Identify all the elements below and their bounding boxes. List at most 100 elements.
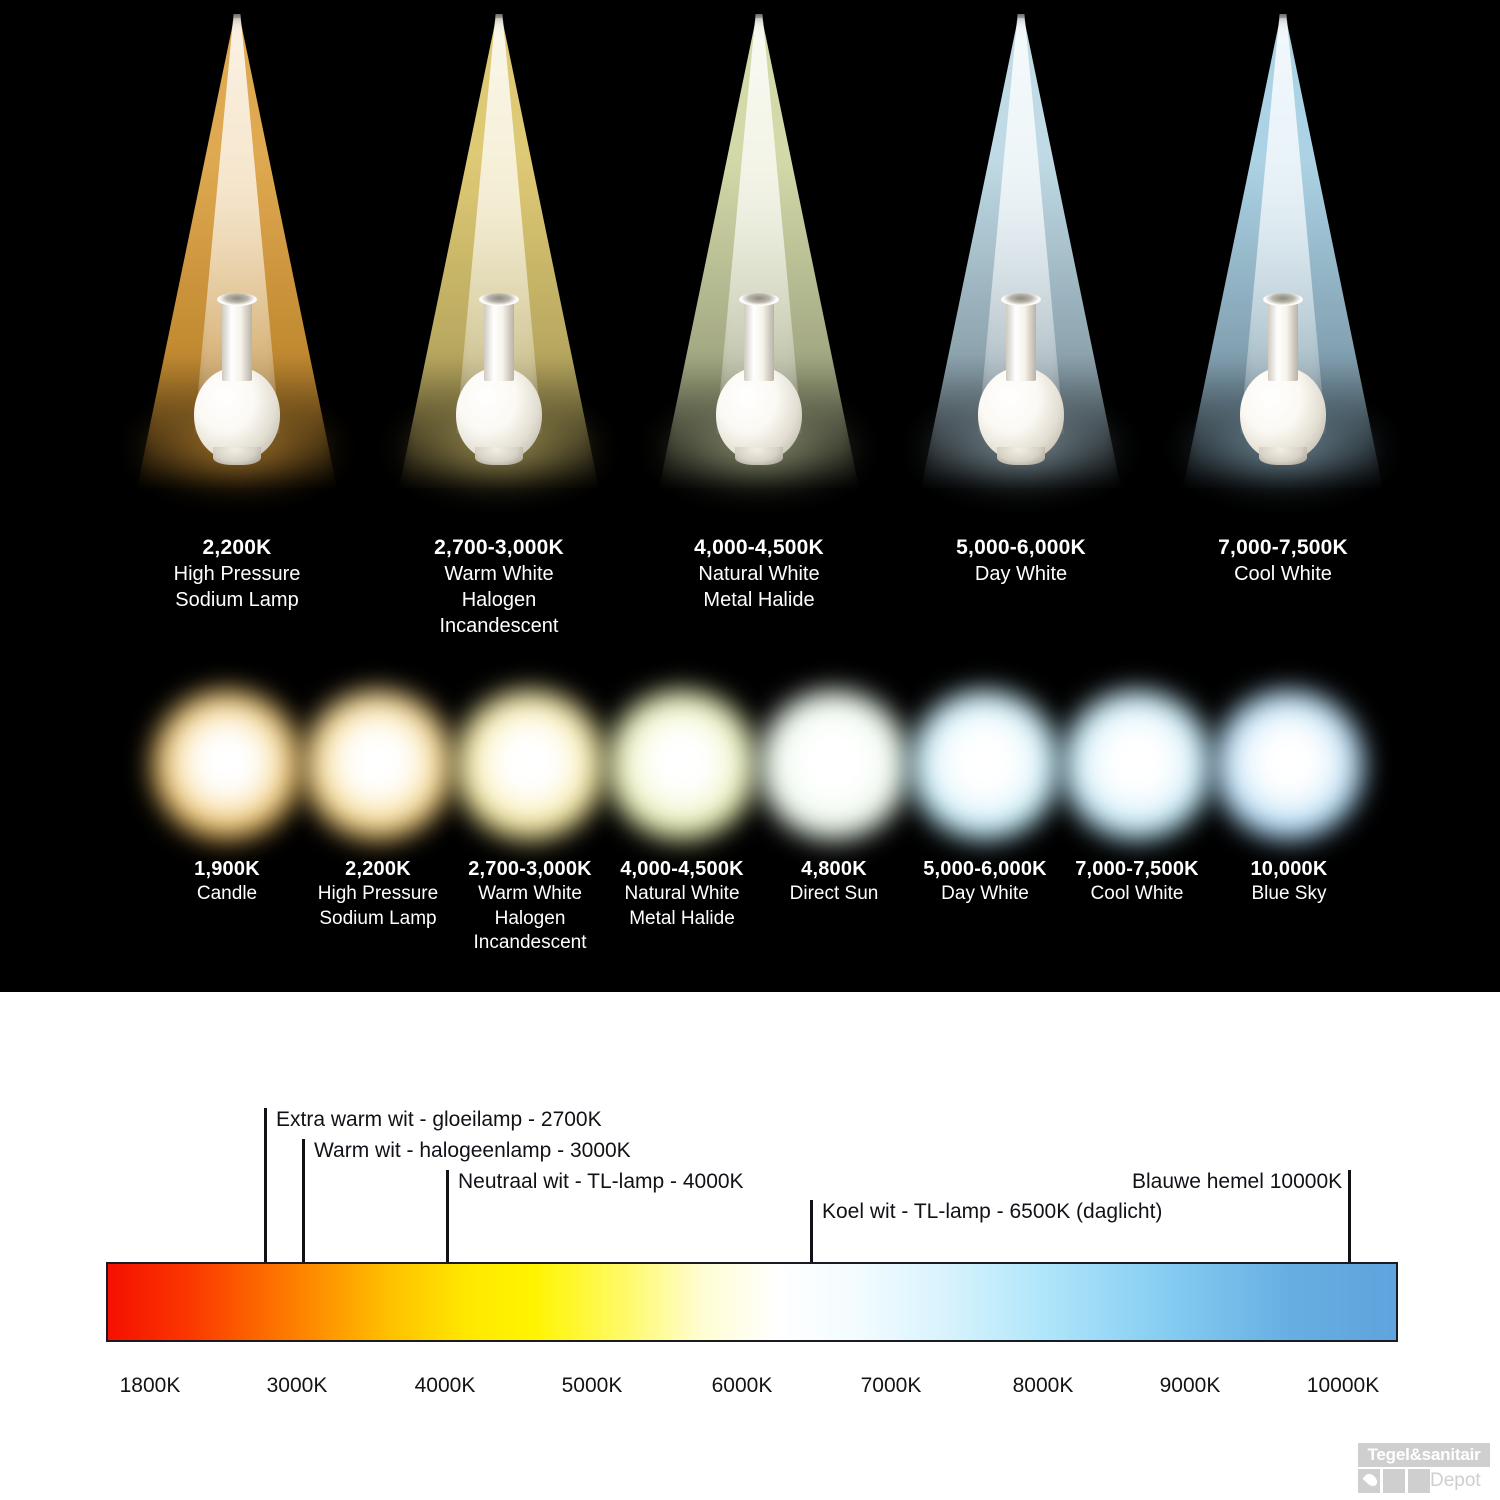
- glow-orb-cell: [587, 680, 777, 850]
- vase-lip: [479, 293, 519, 306]
- spotlight-scene: [1158, 0, 1408, 520]
- leader-line-6500k: [810, 1200, 813, 1262]
- scene-kelvin: 4,000-4,500K: [694, 536, 824, 559]
- vase-foot: [735, 447, 783, 465]
- scene-caption: 2,700-3,000K Warm White Halogen Incandes…: [374, 534, 624, 639]
- spotlight-scene: [374, 0, 624, 520]
- glow-orb: [455, 690, 605, 840]
- orb-desc-line: Cool White: [1090, 883, 1184, 904]
- glow-orb: [1062, 690, 1212, 840]
- vase-object: [454, 293, 544, 480]
- glow-orb: [1214, 690, 1364, 840]
- orb-kelvin: 2,700-3,000K: [468, 858, 592, 880]
- vase-neck: [1268, 295, 1298, 381]
- glow-orb: [152, 690, 302, 840]
- kelvin-scale-panel: Extra warm wit - gloeilamp - 2700K Warm …: [0, 992, 1500, 1500]
- axis-tick-label: 3000K: [266, 1374, 328, 1397]
- scene-desc-line: Warm White: [444, 563, 554, 586]
- vase-foot: [213, 447, 261, 465]
- scene-kelvin: 5,000-6,000K: [956, 536, 1086, 559]
- orb-desc-line: Warm White: [478, 883, 582, 904]
- vase-body: [716, 367, 802, 461]
- axis-tick-label: 6000K: [711, 1374, 773, 1397]
- orb-kelvin: 2,200K: [345, 858, 411, 880]
- axis-tick-label: 1800K: [119, 1374, 181, 1397]
- watermark-logo: Tegel&sanitair Depot: [1358, 1443, 1490, 1493]
- annotation-6500k: Koel wit - TL-lamp - 6500K (daglicht): [822, 1200, 1163, 1223]
- scene-desc-line: Incandescent: [439, 615, 559, 638]
- glow-orb-cell: [435, 680, 625, 850]
- vase-neck: [744, 295, 774, 381]
- orb-desc-line: High Pressure: [317, 883, 439, 904]
- orb-desc-line: Natural White: [624, 883, 740, 904]
- scene-caption: 7,000-7,500K Cool White: [1158, 534, 1408, 587]
- leader-line-3000k: [302, 1139, 305, 1262]
- vase-lip: [1263, 293, 1303, 306]
- scene-desc-line: Cool White: [1234, 563, 1332, 586]
- orb-desc-line: Sodium Lamp: [319, 907, 437, 929]
- scene-desc-line: Sodium Lamp: [175, 589, 299, 612]
- leader-line-4000k: [446, 1170, 449, 1262]
- orb-kelvin: 4,000-4,500K: [620, 858, 744, 880]
- axis-tick-label: 8000K: [1012, 1374, 1074, 1397]
- orb-desc-line: Day White: [941, 883, 1029, 904]
- spotlight-scene: [112, 0, 362, 520]
- spotlight-scene: [896, 0, 1146, 520]
- vase-lip: [1001, 293, 1041, 306]
- axis-tick-label: 10000K: [1306, 1374, 1380, 1397]
- orb-caption: 5,000-6,000K Day White: [890, 856, 1080, 907]
- vase-foot: [997, 447, 1045, 465]
- glow-orb-cell: [132, 680, 322, 850]
- vase-foot: [475, 447, 523, 465]
- orb-desc-line: Candle: [196, 883, 258, 904]
- glow-orb: [607, 690, 757, 840]
- orb-desc-line: Blue Sky: [1251, 883, 1327, 904]
- annotation-3000k: Warm wit - halogeenlamp - 3000K: [314, 1139, 631, 1162]
- orb-kelvin: 1,900K: [194, 858, 260, 880]
- scene-desc-line: Halogen: [461, 589, 537, 612]
- glow-orb-cell: [283, 680, 473, 850]
- glow-orb: [759, 690, 909, 840]
- scene-desc-line: Metal Halide: [703, 589, 815, 612]
- orb-desc-line: Halogen: [494, 907, 566, 929]
- vase-body: [1240, 367, 1326, 461]
- glow-orb-cell: [890, 680, 1080, 850]
- watermark-brand: Tegel&sanitair: [1358, 1443, 1490, 1467]
- leader-line-10000k: [1348, 1170, 1351, 1262]
- axis-tick-label: 9000K: [1159, 1374, 1221, 1397]
- vase-foot: [1259, 447, 1307, 465]
- orb-desc-line: Incandescent: [473, 932, 587, 954]
- tile-square-icon: [1383, 1469, 1405, 1493]
- glow-orb: [910, 690, 1060, 840]
- vase-neck: [484, 295, 514, 381]
- scene-caption: 4,000-4,500K Natural White Metal Halide: [634, 534, 884, 613]
- scene-kelvin: 7,000-7,500K: [1218, 536, 1348, 559]
- vase-object: [1238, 293, 1328, 480]
- axis-tick-label: 5000K: [561, 1374, 623, 1397]
- vase-object: [714, 293, 804, 480]
- orb-caption: 1,900K Candle: [132, 856, 322, 907]
- scene-desc-line: Natural White: [698, 563, 820, 586]
- axis-tick-label: 4000K: [414, 1374, 476, 1397]
- vase-body: [456, 367, 542, 461]
- water-drop-shape: [1362, 1471, 1380, 1489]
- water-drop-icon: [1358, 1469, 1380, 1493]
- spotlight-scene: [634, 0, 884, 520]
- glow-orb: [303, 690, 453, 840]
- orb-kelvin: 5,000-6,000K: [923, 858, 1047, 880]
- spotlight-panel: 2,200K High Pressure Sodium Lamp 2,700-3…: [0, 0, 1500, 992]
- scene-kelvin: 2,200K: [202, 536, 272, 559]
- orb-kelvin: 7,000-7,500K: [1075, 858, 1199, 880]
- annotation-10000k: Blauwe hemel 10000K: [1132, 1170, 1343, 1193]
- watermark-row: Depot: [1358, 1469, 1490, 1493]
- orb-caption: 7,000-7,500K Cool White: [1042, 856, 1232, 907]
- vase-lip: [217, 293, 257, 306]
- glow-orb-cell: [739, 680, 929, 850]
- axis-tick-label: 7000K: [860, 1374, 922, 1397]
- scene-desc-line: Day White: [974, 563, 1068, 586]
- scene-desc-line: High Pressure: [173, 563, 301, 586]
- leader-line-2700k: [264, 1108, 267, 1262]
- vase-object: [192, 293, 282, 480]
- vase-object: [976, 293, 1066, 480]
- annotation-2700k: Extra warm wit - gloeilamp - 2700K: [276, 1108, 602, 1131]
